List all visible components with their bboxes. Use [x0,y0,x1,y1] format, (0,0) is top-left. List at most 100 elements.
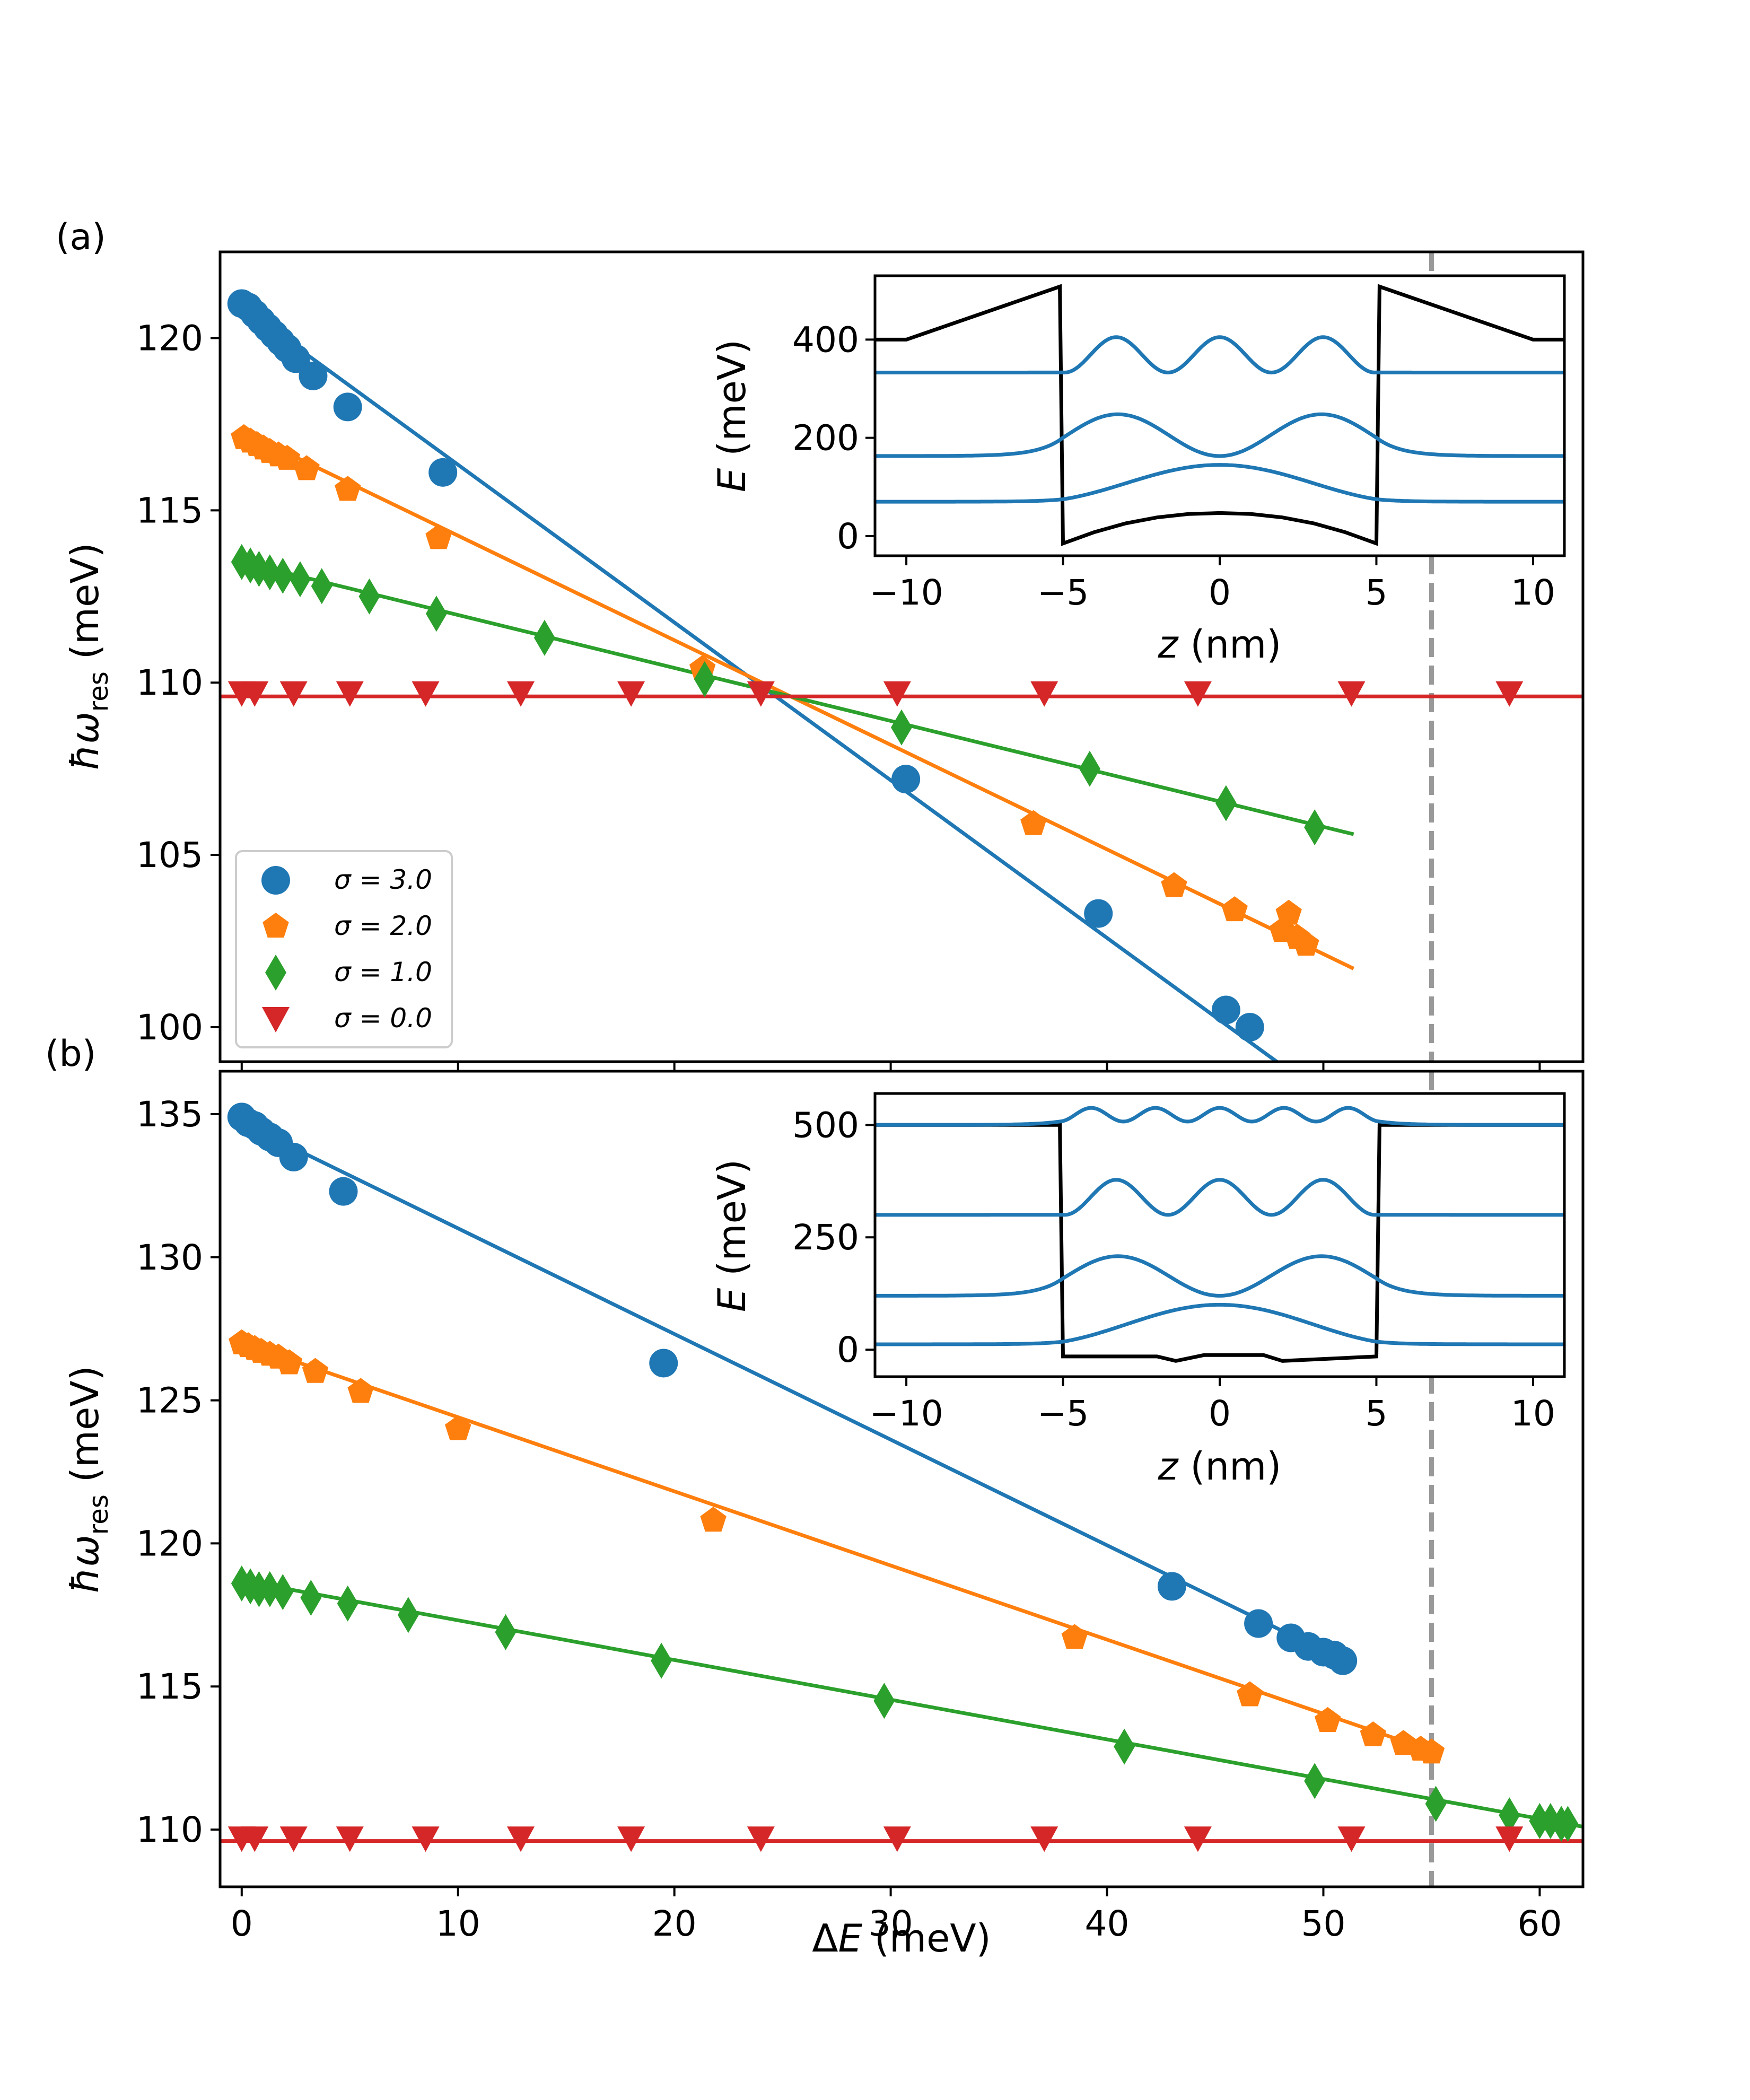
panel-b-point-s2 [1314,1707,1341,1732]
panel-a-inset-state-1 [875,412,1564,458]
panel-a-point-s2 [293,455,320,480]
y-tick-label: 120 [136,318,203,358]
panel-a-point-s1 [425,596,447,632]
panel-a-point-s2 [1020,810,1047,835]
panel-a-point-s0 [1184,681,1212,707]
panel-b-inset-curves [875,1106,1564,1363]
panel-a-point-s1 [358,578,380,615]
panel-b-point-s0 [241,1826,269,1852]
panel-b-point-s1 [272,1574,294,1611]
panel-a-data [220,252,1583,1062]
panel-b-point-s2 [700,1507,727,1532]
panel-b-point-s3 [279,1142,308,1171]
inset-x-tick-label: 0 [1209,1393,1231,1434]
legend: σ = 3.0 σ = 2.0 σ = 1.0 σ = 0.0 [235,850,453,1048]
panel-b-x-ticks: 0 10 20 30 40 50 60 [231,1887,1562,1944]
panel-b-point-s0 [883,1826,911,1852]
x-tick-label: 20 [652,1903,697,1944]
panel-b-fit-line-s1 [241,1579,1583,1829]
panel-b-inset-background [875,1093,1564,1377]
legend-entry-sigma1: σ = 1.0 [334,957,432,987]
panel-a-point-s1 [259,554,281,591]
panel-b-inset-state-1 [875,1254,1564,1298]
panel-b-inset-state-3 [875,1106,1564,1127]
panel-a-point-s0 [241,681,269,707]
panel-b-point-s1 [1499,1797,1520,1834]
panel-a-point-s0 [617,681,645,707]
panel-b-frame [218,1070,1585,1888]
panel-b-point-s2 [276,1349,303,1375]
panel-a-point-s3 [891,765,921,794]
panel-b-point-s1 [397,1597,419,1633]
panel-b-point-s0 [1030,1826,1058,1852]
panel-b-point-s1 [1114,1728,1135,1765]
panel-b-inset-potential [875,1123,1564,1363]
panel-a-point-s3 [333,392,362,422]
panel-b-data [220,1071,1583,1887]
x-tick-label: 0 [231,1903,253,1944]
panel-b-point-s3 [1244,1609,1273,1638]
y-tick-label: 115 [136,490,203,531]
panel-a-y-ticks: 100 105 110 115 120 [136,318,220,1048]
panel-a-point-s2 [425,524,452,549]
y-tick-label: 105 [136,835,203,876]
panel-b-point-s0 [617,1826,645,1852]
panel-b-inset: 0 250 500 −10 −5 0 5 10 E (meV) z (nm) [710,1092,1566,1489]
y-tick-label: 130 [136,1237,203,1278]
panel-a-inset-curves [875,284,1564,546]
panel-a-inset-state-2 [875,335,1564,375]
y-tick-label: 125 [136,1380,203,1421]
panel-a-point-s2 [1275,899,1302,925]
panel-a-point-s3 [1235,1013,1264,1042]
panel-b-inset-state-0 [875,1302,1564,1346]
inset-x-tick-label: −5 [1037,1393,1089,1434]
inset-y-tick-label: 400 [792,319,859,360]
panel-a-point-s3 [1211,995,1240,1025]
panel-b-point-s1 [1557,1806,1579,1842]
panel-a-point-s2 [335,476,361,501]
panel-b-y-ticks: 110 115 120 125 130 135 [136,1094,220,1850]
inset-y-tick-label: 0 [837,516,859,557]
panel-a-point-s3 [299,361,328,390]
y-tick-label: 115 [136,1666,203,1707]
panel-a-point-s1 [311,568,332,605]
panel-a-inset-y-label: E (meV) [710,339,754,492]
panel-a-inset-x-label: z (nm) [1158,622,1282,667]
panel-b-label: (b) [45,1033,96,1075]
panel-a-point-s1 [891,709,912,746]
panel-b-point-s0 [279,1826,308,1852]
panel-b-point-s0 [507,1826,535,1852]
panel-a-point-s0 [507,681,535,707]
panel-a-plot-area [220,252,1583,1062]
panel-a-point-s0 [883,681,911,707]
panel-a-point-s1 [533,619,555,656]
legend-entry-sigma0: σ = 0.0 [334,1003,432,1034]
panel-a-point-s1 [694,661,715,697]
panel-a-point-s0 [336,681,364,707]
panel-b-point-s2 [1360,1721,1386,1746]
panel-a-inset-y-ticks: 0 200 400 [792,319,875,557]
inset-y-tick-label: 200 [792,418,859,459]
inset-y-tick-label: 250 [792,1217,859,1258]
panel-a-x-ticks [240,1062,1541,1071]
panel-a-point-s0 [1030,681,1058,707]
x-tick-label: 30 [869,1903,913,1944]
inset-x-tick-label: −5 [1037,572,1089,613]
panel-a-point-s2 [1221,896,1248,922]
panel-b-inset-state-2 [875,1178,1564,1217]
panel-b-point-s1 [259,1571,281,1607]
panel-b-point-s1 [651,1642,672,1679]
y-tick-label: 100 [136,1007,203,1048]
panel-b-y-label: ħωres (meV) [63,1366,114,1593]
inset-x-tick-label: 5 [1365,1393,1387,1434]
panel-a-point-s0 [1495,681,1524,707]
inset-x-tick-label: 10 [1511,572,1555,613]
panel-b-point-s1 [495,1614,517,1650]
panel-b-inset-data [875,1106,1564,1363]
panel-b-plot-area [220,1071,1583,1887]
panel-b-point-s2 [347,1378,374,1403]
panel-a-frame [218,250,1585,1063]
panel-a-inset-potential [875,284,1564,546]
